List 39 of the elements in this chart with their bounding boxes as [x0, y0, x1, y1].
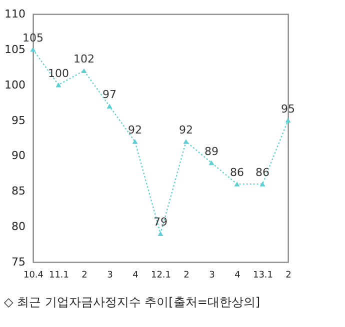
- x-tick-label: 11.1: [48, 270, 70, 280]
- point: [260, 182, 266, 186]
- data-label: 102: [74, 52, 94, 66]
- data-label: 97: [102, 88, 116, 102]
- x-tick-label: 2: [82, 270, 88, 280]
- y-tick-label: 95: [12, 114, 26, 127]
- x-tick-label: 3: [107, 270, 113, 280]
- y-tick-label: 80: [12, 220, 26, 234]
- data-label: 86: [256, 166, 270, 180]
- x-tick-label: 3: [209, 270, 215, 280]
- data-label: 89: [204, 144, 218, 158]
- x-tick-label: 2: [286, 270, 292, 280]
- data-label: 79: [154, 216, 168, 229]
- y-tick-label: 90: [12, 149, 26, 162]
- point: [158, 231, 164, 236]
- text: ◇ 최근 기업자금사정지수 추이[출처=대한상의]: [4, 295, 262, 309]
- point: [106, 104, 112, 108]
- y-tick-label: 100: [4, 78, 26, 92]
- point: [285, 118, 291, 123]
- y-tick-label: 105: [4, 42, 26, 56]
- y-tick-label: 85: [12, 184, 26, 198]
- x-tick-label: 13.1: [252, 270, 274, 280]
- point: [81, 68, 87, 74]
- x-tick-label: 12.1: [150, 270, 172, 280]
- x-tick-label: 2: [184, 270, 190, 280]
- data-label: 92: [128, 124, 142, 137]
- x-tick-label: 4: [234, 270, 241, 280]
- data-label: 92: [179, 124, 193, 137]
- point: [132, 139, 138, 144]
- point: [183, 139, 189, 144]
- data-label: 86: [230, 166, 244, 180]
- y-tick-label: 110: [4, 8, 26, 20]
- x-tick-label: 4: [132, 270, 139, 280]
- point: [30, 47, 36, 52]
- point: [208, 160, 214, 166]
- point: [234, 182, 240, 186]
- data-label: 100: [48, 66, 69, 80]
- x-tick-label: 10.4: [23, 270, 44, 280]
- y-tick-label: 75: [12, 256, 26, 268]
